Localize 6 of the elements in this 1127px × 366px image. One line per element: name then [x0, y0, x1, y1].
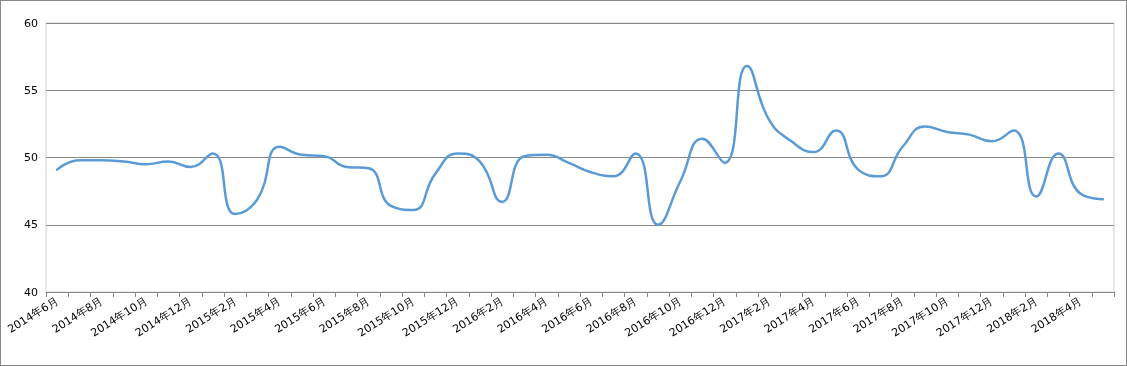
- y-tick-label: 50: [24, 151, 38, 164]
- y-tick-label: 45: [24, 218, 38, 232]
- y-tick-label: 40: [24, 285, 38, 299]
- y-tick-label: 60: [24, 16, 38, 30]
- y-tick-label: 55: [24, 83, 38, 97]
- line-series: [55, 64, 1105, 226]
